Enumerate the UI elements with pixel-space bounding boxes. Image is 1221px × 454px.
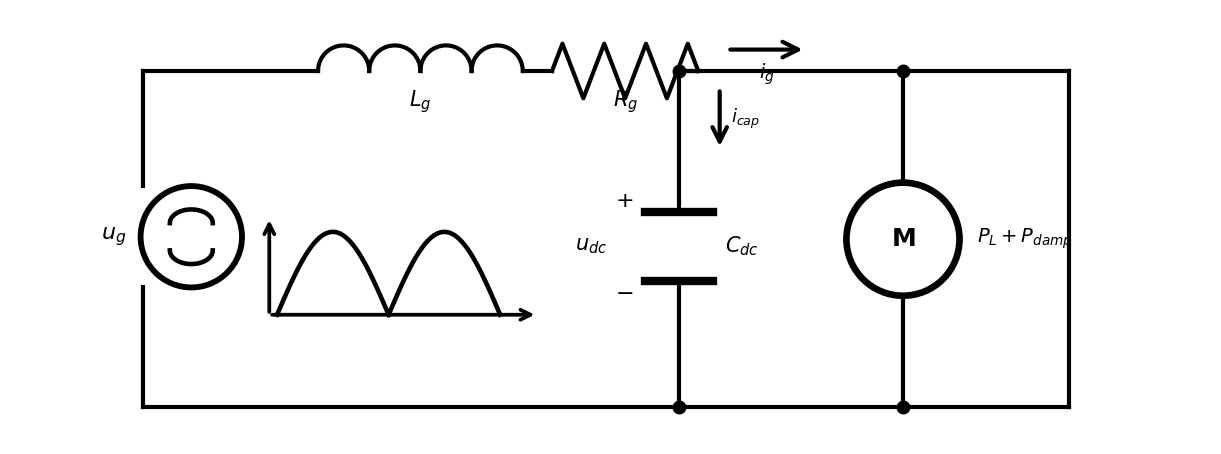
Text: $C_{dc}$: $C_{dc}$ <box>724 235 758 258</box>
Text: $L_g$: $L_g$ <box>409 89 431 115</box>
Text: $\mathit{u}_g$: $\mathit{u}_g$ <box>100 225 126 248</box>
Text: $i_{cap}$: $i_{cap}$ <box>731 107 761 131</box>
Text: $\mathit{u}_{dc}$: $\mathit{u}_{dc}$ <box>575 237 607 257</box>
Text: $\mathbf{M}$: $\mathbf{M}$ <box>890 227 916 251</box>
Text: $-$: $-$ <box>614 282 632 302</box>
Text: $P_L + P_{damp}$: $P_L + P_{damp}$ <box>977 227 1073 252</box>
Text: $i_g$: $i_g$ <box>758 61 774 87</box>
Text: $R_g$: $R_g$ <box>613 89 637 115</box>
Text: $+$: $+$ <box>614 191 632 211</box>
